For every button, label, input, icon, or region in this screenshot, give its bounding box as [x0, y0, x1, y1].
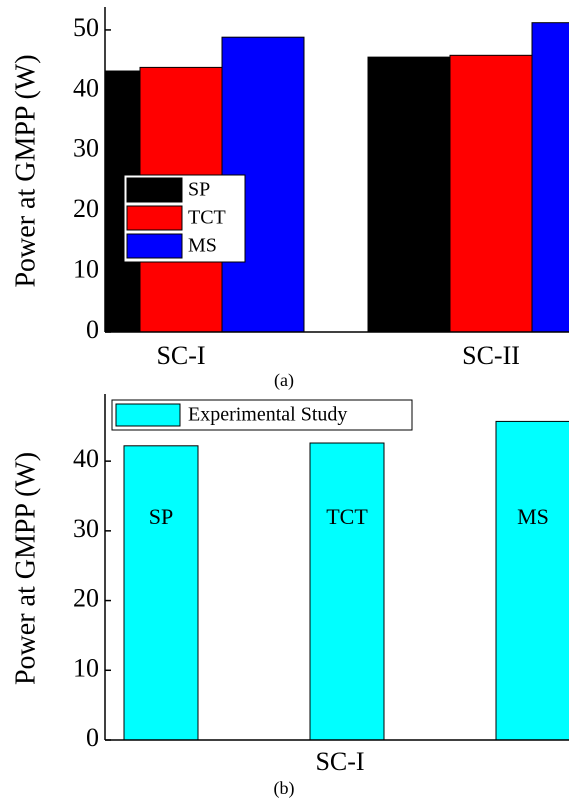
legend-swatch	[115, 403, 181, 427]
bar	[123, 445, 199, 740]
y-tick-label: 10	[73, 653, 99, 682]
legend: Experimental Study	[111, 399, 413, 431]
y-tick-label: 10	[73, 255, 99, 284]
y-tick-label: 40	[73, 73, 99, 102]
y-tick-label: 30	[73, 134, 99, 163]
bar	[495, 420, 569, 740]
y-tick-label: 20	[73, 194, 99, 223]
y-tick-label: 0	[86, 723, 99, 752]
y-axis-label: Power at GMPP (W)	[10, 54, 41, 287]
x-tick-label: SC-II	[462, 341, 520, 370]
bar	[531, 22, 569, 332]
y-tick-label: 50	[73, 13, 99, 42]
caption: (b)	[274, 778, 295, 799]
legend-swatch	[126, 177, 183, 203]
bar	[309, 442, 385, 740]
x-tick-label: SC-I	[156, 341, 205, 370]
legend-swatch	[126, 233, 183, 259]
y-tick-label: 0	[86, 315, 99, 344]
bar-label: MS	[517, 504, 549, 529]
y-axis-label: Power at GMPP (W)	[10, 452, 41, 685]
plot-area	[105, 22, 569, 332]
bar-label: SP	[149, 504, 173, 529]
y-tick-label: 20	[73, 584, 99, 613]
legend: SP TCT MS	[123, 174, 246, 263]
x-axis-label: SC-I	[315, 747, 364, 776]
caption: (a)	[274, 370, 294, 391]
bar-label: TCT	[326, 504, 368, 529]
bar	[367, 56, 451, 332]
legend-label: Experimental Study	[188, 404, 347, 426]
legend-label: SP	[188, 179, 210, 201]
legend-swatch	[126, 205, 183, 231]
y-tick-label: 30	[73, 514, 99, 543]
bar	[449, 54, 533, 332]
y-tick-label: 40	[73, 444, 99, 473]
legend-label: TCT	[188, 207, 226, 229]
legend-label: MS	[188, 235, 217, 257]
plot-area	[123, 420, 569, 740]
